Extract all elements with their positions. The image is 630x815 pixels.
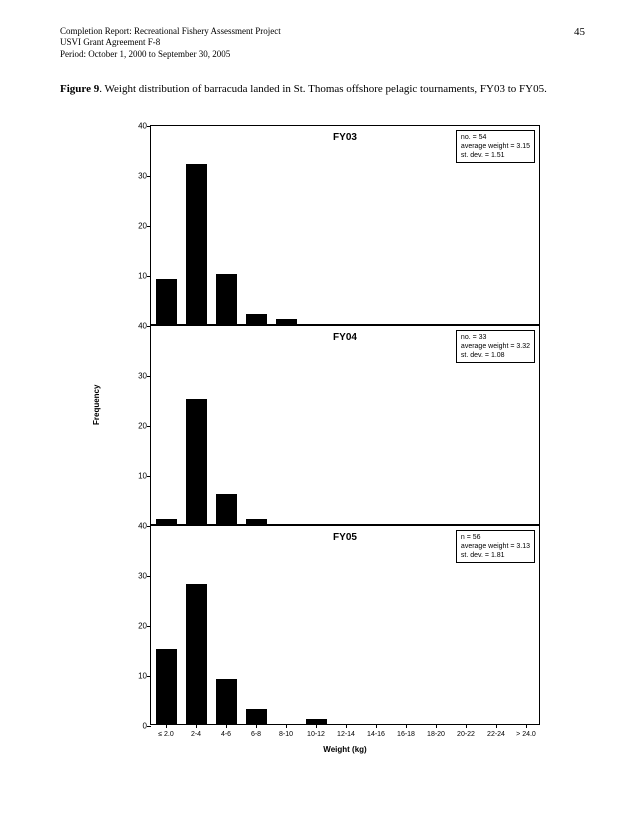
xtick-label: 8-10: [279, 731, 293, 738]
ytick-mark: [147, 476, 151, 477]
stats-line: average weight = 3.13: [461, 542, 530, 551]
xtick-label: > 24.0: [516, 731, 536, 738]
ytick-mark: [147, 676, 151, 677]
xtick-label: 22-24: [487, 731, 505, 738]
xtick-mark: [166, 724, 167, 728]
xtick-mark: [496, 724, 497, 728]
bar: [156, 519, 177, 524]
xtick-mark: [526, 724, 527, 728]
bar: [216, 274, 237, 324]
chart-area: Frequency 10203040FY03no. = 54average we…: [100, 125, 560, 765]
xtick-label: 4-6: [221, 731, 231, 738]
xtick-label: 12-14: [337, 731, 355, 738]
xtick-mark: [376, 724, 377, 728]
ytick-label: 0: [129, 722, 147, 731]
ytick-mark: [147, 576, 151, 577]
ytick-label: 40: [129, 122, 147, 131]
xtick-label: 20-22: [457, 731, 475, 738]
bar: [216, 494, 237, 524]
header: Completion Report: Recreational Fishery …: [60, 26, 590, 60]
xtick-mark: [286, 724, 287, 728]
xtick-mark: [226, 724, 227, 728]
header-line3: Period: October 1, 2000 to September 30,…: [60, 49, 590, 60]
xtick-label: ≤ 2.0: [158, 731, 174, 738]
xtick-mark: [346, 724, 347, 728]
bar: [216, 679, 237, 724]
xtick-mark: [406, 724, 407, 728]
stats-line: st. dev. = 1.51: [461, 151, 530, 160]
ytick-label: 40: [129, 522, 147, 531]
xtick-label: 2-4: [191, 731, 201, 738]
stats-line: average weight = 3.15: [461, 142, 530, 151]
stats-box: no. = 54average weight = 3.15st. dev. = …: [456, 130, 535, 163]
xtick-mark: [466, 724, 467, 728]
xtick-label: 6-8: [251, 731, 261, 738]
x-axis-label: Weight (kg): [151, 745, 539, 754]
xtick-label: 16-18: [397, 731, 415, 738]
xtick-mark: [436, 724, 437, 728]
ytick-label: 30: [129, 172, 147, 181]
bar: [246, 519, 267, 524]
chart-panel-fy03: 10203040FY03no. = 54average weight = 3.1…: [150, 125, 540, 325]
xtick-mark: [316, 724, 317, 728]
bar: [276, 319, 297, 324]
ytick-label: 20: [129, 622, 147, 631]
ytick-mark: [147, 426, 151, 427]
ytick-label: 10: [129, 472, 147, 481]
chart-panel-fy05: 010203040FY05n = 56average weight = 3.13…: [150, 525, 540, 725]
ytick-label: 10: [129, 272, 147, 281]
ytick-mark: [147, 276, 151, 277]
ytick-label: 20: [129, 222, 147, 231]
stats-line: average weight = 3.32: [461, 342, 530, 351]
stats-line: n = 56: [461, 533, 530, 542]
bar: [156, 279, 177, 324]
bar: [186, 584, 207, 724]
ytick-mark: [147, 226, 151, 227]
ytick-label: 40: [129, 322, 147, 331]
stats-line: no. = 54: [461, 133, 530, 142]
ytick-mark: [147, 626, 151, 627]
header-line1: Completion Report: Recreational Fishery …: [60, 26, 590, 37]
xtick-label: 14-16: [367, 731, 385, 738]
page-number: 45: [574, 26, 585, 38]
header-line2: USVI Grant Agreement F-8: [60, 37, 590, 48]
xtick-mark: [196, 724, 197, 728]
bar: [186, 399, 207, 524]
stats-box: no. = 33average weight = 3.32st. dev. = …: [456, 330, 535, 363]
figure-caption: Figure 9. Weight distribution of barracu…: [60, 82, 570, 97]
xtick-mark: [256, 724, 257, 728]
y-axis-label: Frequency: [92, 385, 101, 425]
bar: [246, 709, 267, 724]
bar: [156, 649, 177, 724]
ytick-label: 30: [129, 572, 147, 581]
chart-panel-fy04: 10203040FY04no. = 33average weight = 3.3…: [150, 325, 540, 525]
ytick-label: 20: [129, 422, 147, 431]
ytick-mark: [147, 176, 151, 177]
figure-text: . Weight distribution of barracuda lande…: [99, 83, 547, 95]
bar: [186, 164, 207, 324]
ytick-mark: [147, 526, 151, 527]
xtick-label: 10-12: [307, 731, 325, 738]
ytick-mark: [147, 326, 151, 327]
ytick-mark: [147, 376, 151, 377]
stats-line: st. dev. = 1.81: [461, 551, 530, 560]
ytick-label: 30: [129, 372, 147, 381]
xtick-label: 18-20: [427, 731, 445, 738]
figure-label: Figure 9: [60, 83, 99, 95]
ytick-label: 10: [129, 672, 147, 681]
stats-line: st. dev. = 1.08: [461, 351, 530, 360]
ytick-mark: [147, 126, 151, 127]
ytick-mark: [147, 726, 151, 727]
stats-line: no. = 33: [461, 333, 530, 342]
bar: [246, 314, 267, 324]
stats-box: n = 56average weight = 3.13st. dev. = 1.…: [456, 530, 535, 563]
